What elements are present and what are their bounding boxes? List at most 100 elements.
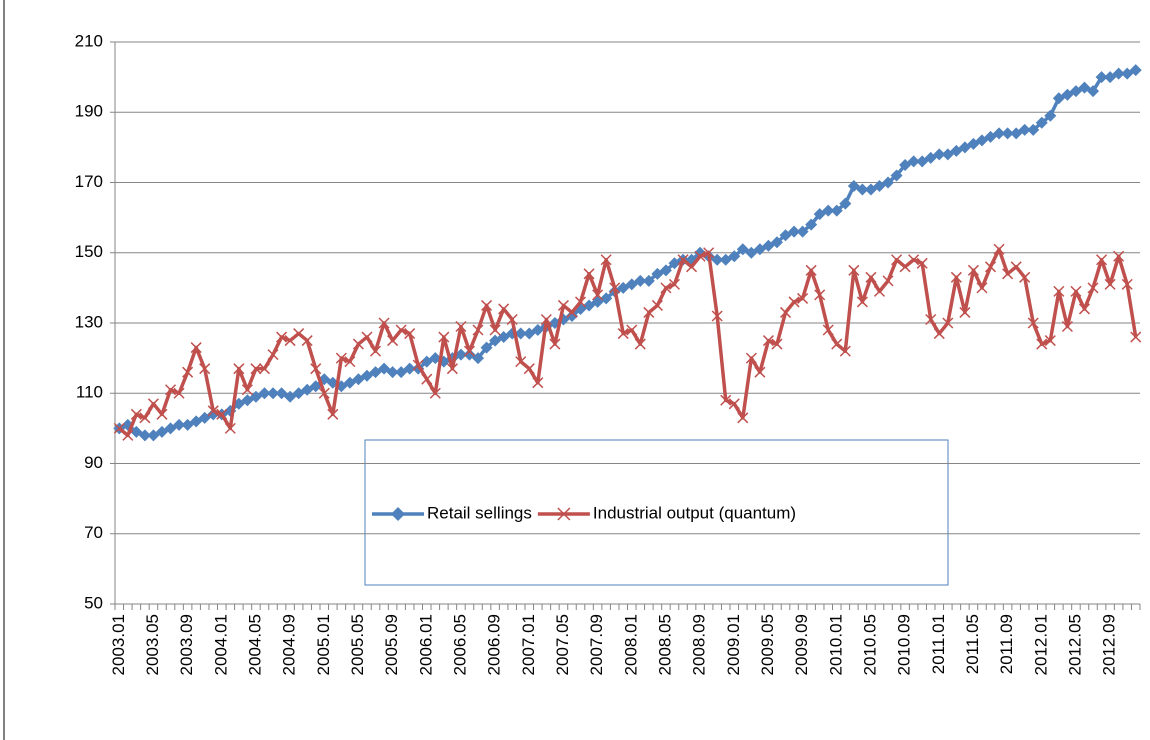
point-marker	[625, 278, 638, 291]
x-tick-label: 2011.09	[997, 614, 1016, 674]
point-marker	[788, 296, 800, 308]
point-marker	[1112, 67, 1125, 80]
point-marker	[899, 261, 911, 273]
legend-label: Industrial output (quantum)	[593, 503, 796, 522]
point-marker	[933, 328, 945, 340]
point-marker	[276, 331, 288, 343]
point-marker	[164, 422, 177, 435]
point-marker	[1104, 71, 1117, 84]
legend-label: Retail sellings	[427, 503, 532, 522]
point-marker	[1130, 331, 1142, 343]
point-marker	[651, 267, 664, 280]
point-marker	[293, 328, 305, 340]
point-marker	[403, 362, 416, 375]
point-marker	[1044, 109, 1057, 122]
point-marker	[779, 306, 792, 318]
x-tick-label: 2012.01	[1031, 614, 1050, 675]
point-marker	[472, 352, 485, 365]
point-marker	[540, 313, 552, 326]
point-marker	[369, 366, 382, 379]
point-marker	[190, 415, 203, 428]
point-marker	[822, 204, 835, 217]
point-marker	[301, 335, 313, 347]
point-marker	[1078, 303, 1091, 315]
point-marker	[1010, 261, 1022, 273]
point-marker	[711, 310, 723, 322]
point-marker	[1027, 317, 1039, 329]
point-marker	[310, 363, 322, 375]
point-marker	[497, 331, 510, 344]
point-marker	[736, 243, 749, 256]
point-marker	[352, 338, 364, 350]
point-marker	[113, 422, 125, 434]
point-marker	[686, 261, 698, 273]
point-marker	[967, 137, 980, 150]
point-marker	[984, 261, 997, 273]
x-tick-label: 2003.01	[109, 614, 128, 675]
point-marker	[480, 341, 493, 354]
point-marker	[412, 359, 424, 371]
point-marker	[489, 324, 501, 336]
y-tick-label: 130	[75, 312, 103, 331]
point-marker	[258, 387, 271, 400]
point-marker	[1018, 123, 1031, 136]
y-tick-label: 70	[84, 523, 103, 542]
point-marker	[882, 275, 894, 287]
point-marker	[378, 362, 391, 375]
point-marker	[258, 363, 271, 375]
point-marker	[753, 243, 766, 256]
point-marker	[574, 296, 587, 308]
point-marker	[600, 254, 612, 266]
point-marker	[138, 429, 151, 442]
point-marker	[241, 384, 253, 396]
point-marker	[891, 254, 903, 266]
point-marker	[249, 390, 262, 403]
point-marker	[198, 411, 211, 424]
point-marker	[583, 268, 595, 280]
point-marker	[454, 348, 467, 361]
point-marker	[1044, 335, 1056, 347]
point-marker	[173, 418, 186, 431]
point-marker	[481, 299, 493, 311]
point-marker	[958, 141, 971, 154]
point-marker	[216, 408, 228, 420]
x-tick-label: 2007.05	[553, 614, 572, 675]
point-marker	[361, 331, 373, 343]
point-marker	[1010, 127, 1023, 140]
point-marker	[814, 289, 826, 301]
point-marker	[182, 366, 194, 378]
point-marker	[677, 254, 689, 266]
point-marker	[514, 327, 527, 340]
point-marker	[386, 366, 399, 379]
x-tick-label: 2010.05	[860, 614, 879, 675]
y-tick-label: 210	[75, 31, 103, 50]
point-marker	[609, 282, 621, 294]
x-tick-label: 2010.01	[826, 614, 845, 675]
point-marker	[523, 327, 536, 340]
point-marker	[762, 239, 775, 252]
point-marker	[1113, 250, 1125, 262]
point-marker	[1078, 81, 1091, 94]
point-marker	[1019, 271, 1031, 283]
x-tick-label: 2004.05	[245, 614, 264, 675]
point-marker	[771, 338, 783, 350]
point-marker	[1002, 268, 1014, 280]
point-marker	[343, 376, 356, 389]
point-marker	[489, 334, 502, 347]
point-marker	[1036, 338, 1048, 350]
point-marker	[1069, 85, 1082, 98]
point-marker	[839, 345, 851, 357]
point-marker	[839, 197, 852, 210]
x-tick-label: 2006.09	[485, 614, 504, 675]
point-marker	[976, 282, 988, 294]
point-marker	[387, 335, 399, 347]
x-tick-label: 2003.09	[177, 614, 196, 675]
point-marker	[856, 296, 868, 308]
point-marker	[130, 408, 142, 420]
point-marker	[523, 363, 535, 375]
point-marker	[643, 306, 655, 318]
point-marker	[848, 264, 860, 276]
point-marker	[438, 331, 450, 343]
point-marker	[395, 366, 408, 379]
point-marker	[797, 292, 809, 304]
